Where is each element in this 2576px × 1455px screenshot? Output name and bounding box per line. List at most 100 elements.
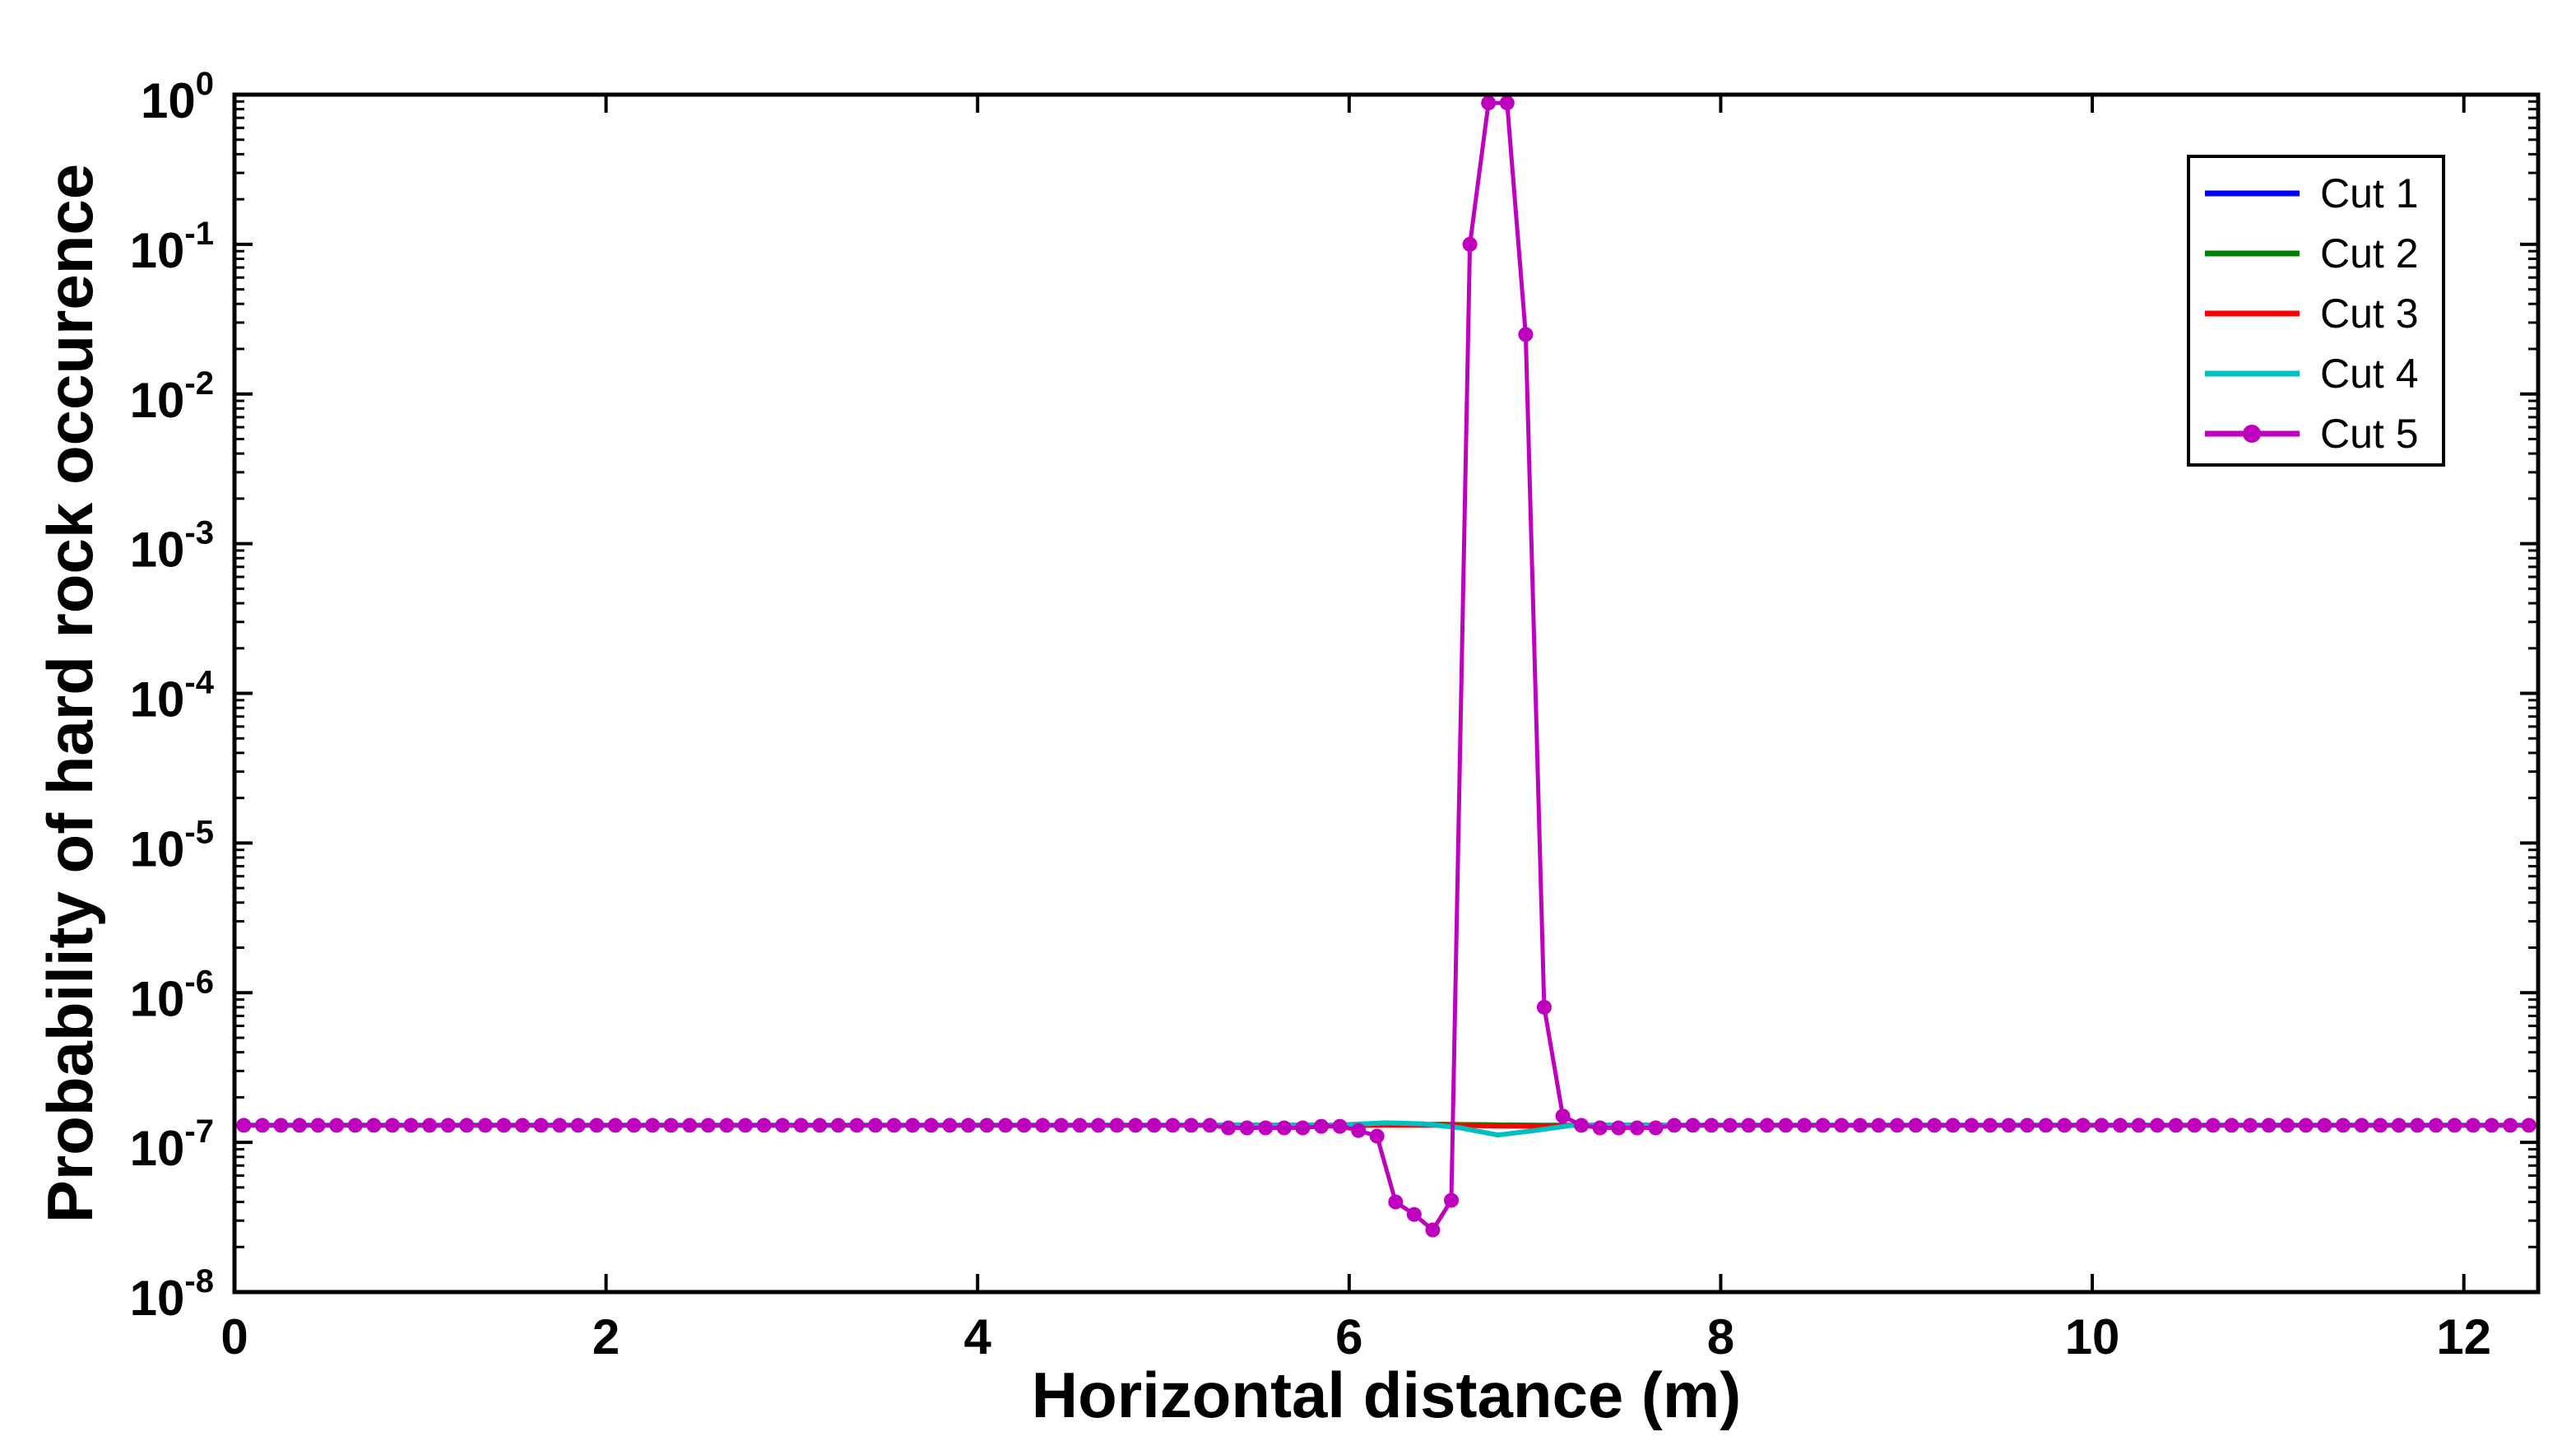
data-point bbox=[1035, 1118, 1051, 1133]
data-point bbox=[1889, 1118, 1905, 1133]
data-point bbox=[663, 1118, 679, 1133]
data-point bbox=[533, 1118, 549, 1133]
series-line bbox=[244, 100, 2529, 1232]
y-tick-label: 10-7 bbox=[130, 1113, 214, 1176]
data-point bbox=[366, 1118, 382, 1133]
data-point bbox=[2150, 1118, 2165, 1133]
data-point bbox=[1313, 1118, 1329, 1134]
data-point bbox=[1499, 95, 1515, 111]
data-point bbox=[1871, 1118, 1887, 1133]
data-point bbox=[1388, 1194, 1404, 1210]
data-point bbox=[607, 1118, 623, 1133]
data-point bbox=[2243, 1118, 2258, 1133]
data-point bbox=[2205, 1118, 2221, 1133]
data-point bbox=[2335, 1118, 2351, 1133]
y-tick-labels: 10-8 10-7 10-6 10-5 10-4 10-3 10-2 10-1 100 bbox=[130, 66, 215, 1326]
data-point bbox=[1927, 1118, 1942, 1133]
series-cut-5 bbox=[236, 95, 2537, 1238]
data-point bbox=[1444, 1192, 1460, 1208]
data-point bbox=[960, 1118, 976, 1133]
data-point bbox=[2094, 1118, 2110, 1133]
x-tick-label: 8 bbox=[1707, 1309, 1734, 1364]
y-tick-label: 10-2 bbox=[130, 365, 214, 428]
data-point bbox=[1406, 1206, 1422, 1222]
series-line bbox=[244, 1120, 2529, 1138]
plot-frame bbox=[232, 92, 2541, 1295]
data-point bbox=[719, 1118, 735, 1133]
data-point bbox=[998, 1118, 1014, 1133]
data-point bbox=[1183, 1118, 1199, 1133]
series-layer bbox=[236, 95, 2537, 1238]
data-point bbox=[2465, 1118, 2481, 1133]
data-point bbox=[1908, 1118, 1924, 1133]
data-point bbox=[979, 1118, 995, 1133]
data-point bbox=[1648, 1120, 1664, 1136]
data-point bbox=[2317, 1118, 2332, 1133]
legend: Cut 1 Cut 2 Cut 3 Cut 4 Cut 5 bbox=[2187, 155, 2445, 467]
data-point bbox=[459, 1118, 475, 1133]
data-point bbox=[1425, 1222, 1441, 1238]
data-point bbox=[329, 1118, 345, 1133]
data-point bbox=[310, 1118, 326, 1133]
data-point bbox=[2280, 1118, 2295, 1133]
data-point bbox=[942, 1118, 958, 1133]
data-point bbox=[589, 1118, 605, 1133]
data-point bbox=[1462, 236, 1478, 252]
y-tick-label: 100 bbox=[141, 66, 214, 128]
data-point bbox=[2038, 1118, 2054, 1133]
y-tick-label: 10-3 bbox=[130, 515, 214, 578]
data-point bbox=[1592, 1120, 1608, 1136]
data-point bbox=[1778, 1118, 1794, 1133]
data-point bbox=[1295, 1120, 1311, 1136]
data-point bbox=[1072, 1118, 1088, 1133]
data-point bbox=[1685, 1118, 1701, 1133]
data-point bbox=[2373, 1118, 2388, 1133]
data-point bbox=[347, 1118, 363, 1133]
y-tick-label: 10-8 bbox=[130, 1263, 214, 1326]
data-point bbox=[1332, 1118, 1348, 1134]
data-point bbox=[254, 1118, 270, 1133]
data-point bbox=[2131, 1118, 2147, 1133]
data-point bbox=[645, 1118, 661, 1133]
data-point bbox=[737, 1118, 753, 1133]
data-point bbox=[1852, 1118, 1868, 1133]
data-point bbox=[1722, 1118, 1738, 1133]
data-point bbox=[1481, 95, 1497, 111]
data-point bbox=[812, 1118, 828, 1133]
data-point bbox=[1945, 1118, 1961, 1133]
data-point bbox=[2428, 1118, 2444, 1133]
data-point bbox=[1165, 1118, 1181, 1133]
y-tick-label: 10-1 bbox=[130, 216, 214, 278]
data-point bbox=[830, 1118, 846, 1133]
data-point bbox=[2224, 1118, 2239, 1133]
data-point bbox=[1351, 1123, 1367, 1138]
data-point bbox=[1202, 1118, 1218, 1133]
data-point bbox=[2503, 1118, 2518, 1133]
x-tick-label: 6 bbox=[1335, 1309, 1362, 1364]
data-point bbox=[515, 1118, 530, 1133]
data-point bbox=[1128, 1118, 1144, 1133]
legend-label: Cut 2 bbox=[2320, 230, 2419, 277]
data-point bbox=[2187, 1118, 2202, 1133]
data-point bbox=[1146, 1118, 1162, 1133]
data-point bbox=[2521, 1118, 2537, 1133]
data-point bbox=[2057, 1118, 2072, 1133]
data-point bbox=[1611, 1120, 1627, 1136]
data-point bbox=[775, 1118, 791, 1133]
data-point bbox=[1276, 1120, 1292, 1136]
data-point bbox=[422, 1118, 438, 1133]
legend-label: Cut 3 bbox=[2320, 291, 2419, 337]
legend-label: Cut 5 bbox=[2320, 411, 2419, 457]
x-tick-labels: 0 2 4 6 8 10 12 bbox=[220, 1309, 2491, 1364]
data-point bbox=[1221, 1120, 1237, 1136]
data-point bbox=[1759, 1118, 1775, 1133]
data-point bbox=[1667, 1118, 1682, 1133]
data-point bbox=[1629, 1120, 1645, 1136]
data-point bbox=[626, 1118, 642, 1133]
data-point bbox=[1109, 1118, 1125, 1133]
data-point bbox=[2020, 1118, 2035, 1133]
legend-label: Cut 4 bbox=[2320, 351, 2419, 397]
data-point bbox=[1053, 1118, 1069, 1133]
data-point bbox=[756, 1118, 772, 1133]
